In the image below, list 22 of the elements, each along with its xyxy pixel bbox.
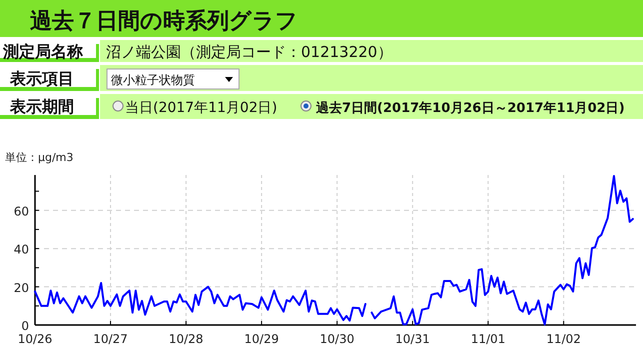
y-axis-title: 単位：μg/m3	[5, 151, 74, 164]
x-tick-label: 10/30	[320, 332, 354, 346]
x-tick-label: 11/02	[546, 332, 581, 346]
page-header: 過去７日間の時系列グラフ	[0, 0, 643, 37]
chart-title: 過去７日間の時系列グラフ	[30, 9, 298, 34]
x-tick-label: 10/28	[168, 332, 204, 346]
y-tick-label: 40	[14, 242, 29, 257]
x-tick-label: 10/31	[395, 332, 430, 346]
x-tick-label: 11/01	[470, 332, 506, 346]
x-tick-label: 10/29	[244, 332, 279, 346]
text: 沼ノ端公園（測定局コード：01213220）	[106, 43, 392, 61]
x-tick-label: 10/26	[18, 332, 52, 346]
text: 表示項目	[9, 69, 74, 88]
y-tick-label: 20	[14, 280, 29, 295]
y-tick-label: 0	[21, 319, 29, 333]
text: 微小粒子状物質	[111, 73, 195, 87]
text: 測定局名称	[2, 42, 83, 61]
x-tick-label: 10/27	[93, 332, 128, 346]
text: 過去7日間(2017年10月26日～2017年11月02日)	[315, 101, 625, 116]
y-tick-label: 60	[14, 204, 29, 218]
text: 表示期間	[9, 97, 74, 116]
text: 当日(2017年11月02日)	[125, 100, 278, 116]
